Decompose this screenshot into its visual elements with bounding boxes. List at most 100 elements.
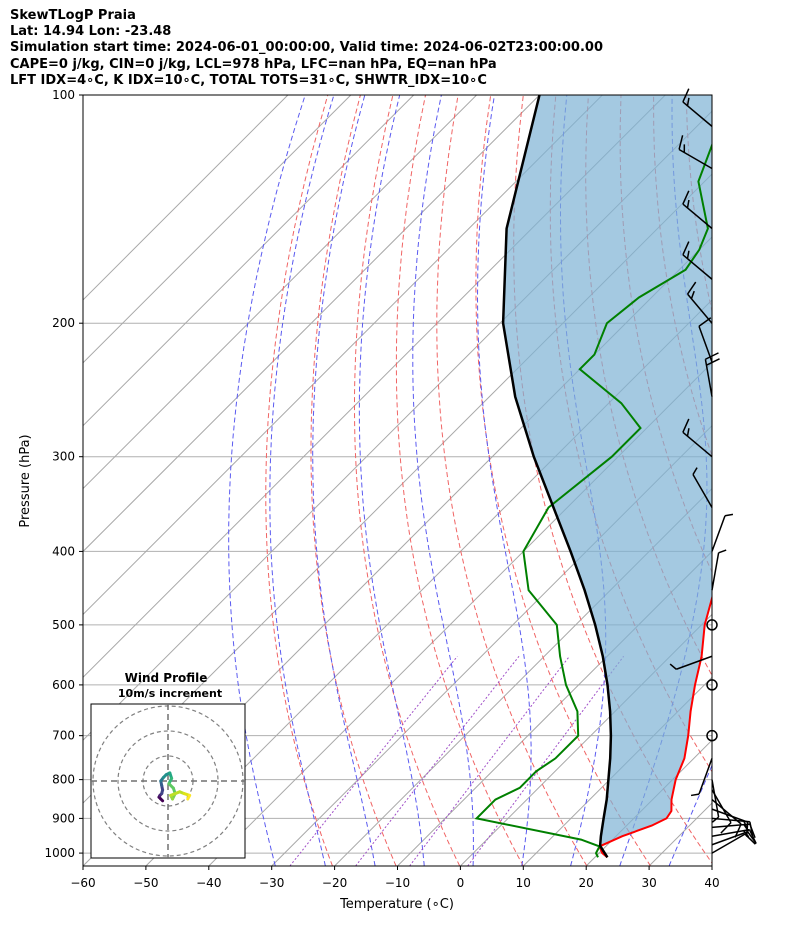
wind-barb-flag	[686, 199, 690, 209]
wind-barb-flag	[682, 190, 690, 205]
isotherm	[83, 95, 477, 490]
moist-adiabat	[668, 764, 712, 866]
y-tick-label-300: 300	[52, 450, 75, 464]
dry-adiabat	[513, 95, 712, 864]
moist-adiabat	[358, 95, 425, 866]
x-tick-label: −50	[133, 876, 158, 890]
cape-fill-area	[503, 95, 712, 854]
title-indices-2: LFT IDX=4∘C, K IDX=10∘C, TOTAL TOTS=31∘C…	[10, 73, 487, 88]
wind-barb	[711, 779, 720, 818]
y-tick-label-100: 100	[52, 88, 75, 102]
y-axis-label: Pressure (hPa)	[18, 434, 33, 527]
parcel-line	[501, 95, 613, 858]
isotherm	[83, 95, 603, 616]
hodograph-trace	[186, 793, 192, 801]
hodograph-subtitle: 10m/s increment	[118, 687, 222, 700]
dry-adiabat	[719, 95, 794, 866]
calm-circle	[706, 619, 718, 631]
wind-barb-flag	[749, 821, 754, 837]
wind-barb-flag	[690, 793, 700, 797]
y-tick-label-200: 200	[52, 316, 75, 330]
wind-barb	[711, 833, 746, 854]
wind-barb	[682, 254, 713, 280]
wind-barb-flag	[678, 135, 684, 150]
wind-barb-flag	[682, 418, 690, 433]
title-station: SkewTLogP Praia	[10, 8, 136, 23]
wind-barb	[711, 828, 750, 837]
y-tick-label-700: 700	[52, 729, 75, 743]
isotherm	[397, 550, 712, 866]
x-tick-label: −10	[385, 876, 410, 890]
dry-adiabat	[751, 95, 794, 866]
isotherm	[83, 95, 289, 301]
dry-adiabat	[436, 95, 588, 866]
mixing-ratio-line	[409, 655, 570, 866]
wind-barb-flag	[705, 352, 719, 360]
dry-adiabat	[784, 95, 794, 866]
wind-barb-flag	[718, 549, 727, 554]
wind-barb	[711, 552, 720, 591]
x-tick-label: −20	[322, 876, 347, 890]
wind-barb-flag	[748, 829, 757, 844]
temperature-line	[598, 594, 712, 859]
y-tick-label-500: 500	[52, 618, 75, 632]
hodograph-ring	[117, 730, 219, 832]
profile-lines	[474, 95, 712, 859]
wind-barb-flag	[742, 830, 750, 838]
cape-fill	[503, 95, 712, 854]
wind-barb-flag	[690, 290, 695, 299]
y-tick-label-400: 400	[52, 544, 75, 558]
y-tick-label-900: 900	[52, 811, 75, 825]
wind-barb-flag	[682, 88, 690, 103]
moist-adiabat	[476, 95, 532, 866]
wind-barb	[676, 655, 713, 670]
wind-barb-flag	[745, 822, 749, 837]
isotherm	[460, 613, 712, 866]
x-tick-label: 10	[516, 876, 531, 890]
moist-adiabat	[312, 95, 376, 866]
wind-barb	[711, 823, 750, 829]
isotherm	[145, 299, 712, 866]
wind-barb-flag	[692, 467, 698, 475]
moist-adiabat	[769, 95, 794, 866]
hodograph-trace	[169, 790, 182, 797]
dewpoint-line	[474, 142, 712, 858]
x-tick-label: 0	[457, 876, 465, 890]
isotherm	[83, 95, 415, 427]
dry-adiabat	[265, 95, 333, 866]
moist-adiabat	[228, 95, 306, 866]
isotherm	[83, 95, 352, 364]
wind-barb	[682, 203, 713, 230]
mixing-ratio-line	[467, 656, 625, 866]
hodograph-title: Wind Profile	[125, 671, 208, 685]
wind-barb-flag	[682, 241, 690, 256]
isotherm	[83, 95, 540, 553]
x-tick-label: 30	[641, 876, 656, 890]
x-tick-label: −40	[196, 876, 221, 890]
wind-barb	[704, 359, 713, 397]
wind-barb-flag	[720, 822, 732, 834]
moist-adiabat	[719, 95, 794, 866]
wind-barb	[711, 515, 726, 552]
x-tick-label: 40	[704, 876, 719, 890]
title-times: Simulation start time: 2024-06-01_00:00:…	[10, 40, 603, 55]
x-tick-label: −30	[259, 876, 284, 890]
isotherm	[711, 865, 712, 866]
wind-barb	[682, 431, 713, 458]
wind-barb-flag	[686, 281, 697, 295]
y-tick-label-800: 800	[52, 773, 75, 787]
wind-barb-flag	[669, 663, 677, 670]
x-axis-label: Temperature (∘C)	[339, 897, 454, 912]
moist-adiabat	[269, 95, 335, 866]
hodograph-inset	[90, 703, 246, 859]
dry-adiabat	[354, 95, 461, 866]
wind-barb	[698, 326, 713, 363]
mixing-ratio-line	[289, 655, 458, 866]
wind-barb	[711, 831, 748, 846]
calm-circle	[706, 729, 718, 742]
wind-barb	[698, 758, 713, 795]
title-indices-1: CAPE=0 j/kg, CIN=0 j/kg, LCL=978 hPa, LF…	[10, 57, 497, 72]
wind-barb-flag	[686, 250, 690, 259]
wind-barb-flag	[734, 823, 742, 838]
